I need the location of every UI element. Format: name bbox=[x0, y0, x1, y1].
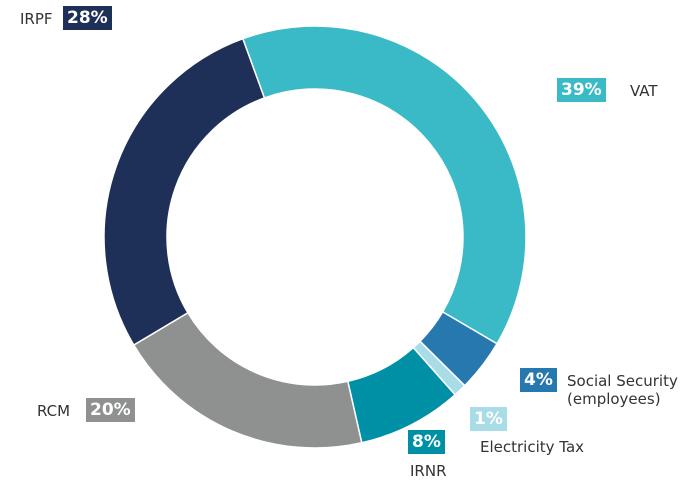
category-label: Electricity Tax bbox=[480, 438, 585, 456]
category-label: VAT bbox=[630, 82, 658, 100]
category-label: Social Security (employees) bbox=[567, 372, 678, 408]
donut-segment bbox=[132, 311, 363, 449]
donut-segment bbox=[241, 25, 527, 345]
value-label: 28% bbox=[63, 6, 112, 30]
value-label: 4% bbox=[520, 368, 557, 392]
value-label: 39% bbox=[557, 78, 606, 102]
category-label: IRNR bbox=[410, 462, 447, 480]
category-label: IRPF bbox=[20, 10, 53, 28]
donut-segment bbox=[103, 37, 266, 347]
category-label: RCM bbox=[37, 402, 71, 420]
value-label: 8% bbox=[408, 430, 445, 454]
value-label: 20% bbox=[86, 398, 135, 422]
value-label: 1% bbox=[470, 407, 507, 431]
